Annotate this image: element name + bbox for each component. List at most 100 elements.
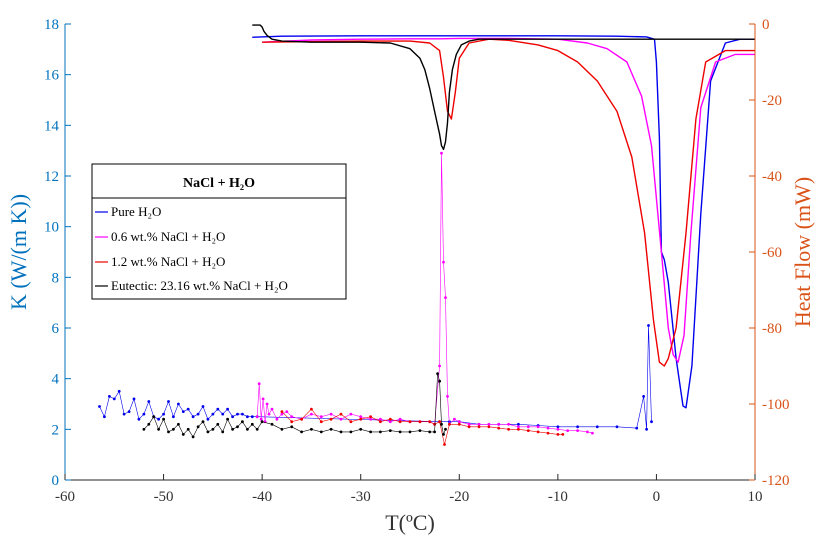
k-point-nacl12 xyxy=(398,420,402,424)
k-point-pure xyxy=(647,324,650,327)
y-right-axis-label: Heat Flow (mW) xyxy=(790,177,815,327)
k-point-nacl06 xyxy=(285,410,289,413)
k-point-eutectic xyxy=(216,422,220,426)
k-point-nacl06 xyxy=(536,425,540,429)
y-right-tick-label: -80 xyxy=(762,321,782,337)
k-point-pure xyxy=(226,407,230,411)
k-point-pure xyxy=(142,412,146,416)
k-point-eutectic xyxy=(436,372,439,375)
k-point-eutectic xyxy=(226,417,230,421)
k-point-nacl06 xyxy=(359,415,363,419)
k-point-nacl06 xyxy=(507,422,510,426)
k-point-nacl06 xyxy=(566,429,570,432)
x-tick-label: -30 xyxy=(351,489,371,505)
k-point-nacl06 xyxy=(319,415,323,419)
k-point-eutectic xyxy=(196,425,200,429)
k-point-pure xyxy=(127,410,131,413)
k-point-eutectic xyxy=(162,417,166,421)
k-point-nacl12 xyxy=(517,427,520,431)
k-point-nacl12 xyxy=(556,433,560,436)
k-series-line-pure xyxy=(99,325,652,430)
k-point-pure xyxy=(206,417,210,421)
heatflow-line-pure xyxy=(252,35,755,409)
k-point-nacl12 xyxy=(408,420,412,424)
k-point-nacl06 xyxy=(457,420,461,424)
k-point-nacl12 xyxy=(369,415,372,419)
k-point-eutectic xyxy=(231,427,235,431)
k-point-eutectic xyxy=(177,422,180,426)
y-left-axis-label: K (W/(m K)) xyxy=(6,194,31,310)
k-point-eutectic xyxy=(270,422,274,426)
plot-data xyxy=(98,24,755,446)
k-point-pure xyxy=(615,425,619,429)
k-point-pure xyxy=(191,415,195,419)
k-point-pure xyxy=(236,412,239,416)
k-point-eutectic xyxy=(236,425,239,429)
x-tick-label: -50 xyxy=(154,489,174,505)
k-point-eutectic xyxy=(349,430,353,434)
k-point-nacl12 xyxy=(546,431,550,435)
k-point-pure xyxy=(595,425,599,429)
k-point-pure xyxy=(576,425,579,429)
k-point-eutectic xyxy=(260,420,264,424)
y-left-tick-label: 12 xyxy=(44,169,59,185)
x-tick-label: -20 xyxy=(449,489,469,505)
k-point-nacl12 xyxy=(457,422,461,426)
k-point-nacl06 xyxy=(310,412,313,416)
k-point-nacl12 xyxy=(349,420,353,424)
k-point-eutectic xyxy=(186,427,190,431)
legend-label-nacl12: 1.2 wt.% NaCl + H₂O xyxy=(111,254,225,269)
k-point-eutectic xyxy=(300,430,303,434)
k-point-eutectic xyxy=(428,430,432,434)
k-point-nacl12 xyxy=(448,422,451,426)
k-point-eutectic xyxy=(379,430,382,434)
k-point-nacl06 xyxy=(442,260,445,264)
y-left-tick-label: 0 xyxy=(52,473,60,489)
k-point-pure xyxy=(201,405,205,408)
k-point-pure xyxy=(117,389,121,393)
k-point-nacl12 xyxy=(526,429,530,432)
k-point-eutectic xyxy=(438,379,441,383)
k-point-nacl06 xyxy=(369,417,372,421)
k-point-nacl06 xyxy=(546,426,550,430)
k-point-eutectic xyxy=(142,427,146,431)
k-point-eutectic xyxy=(388,429,392,432)
k-point-pure xyxy=(98,405,101,408)
k-point-pure xyxy=(231,415,235,419)
k-point-nacl06 xyxy=(586,430,589,434)
heatflow-line-eutectic xyxy=(252,24,755,151)
k-point-nacl12 xyxy=(339,412,343,416)
k-point-nacl06 xyxy=(257,382,261,386)
k-point-nacl12 xyxy=(536,430,540,434)
k-point-pure xyxy=(103,415,106,419)
k-point-eutectic xyxy=(241,420,244,424)
k-point-eutectic xyxy=(181,433,185,436)
k-point-pure xyxy=(645,427,648,431)
k-point-eutectic xyxy=(157,427,161,431)
k-point-eutectic xyxy=(147,422,151,426)
legend-label-pure: Pure H₂O xyxy=(111,204,161,219)
k-point-nacl12 xyxy=(379,420,382,424)
y-left-tick-label: 14 xyxy=(44,118,60,134)
k-point-nacl06 xyxy=(591,431,594,435)
k-point-eutectic xyxy=(167,430,170,434)
k-point-pure xyxy=(108,395,111,398)
k-point-nacl06 xyxy=(556,427,560,431)
k-point-pure xyxy=(216,407,220,411)
y-left-tick-label: 16 xyxy=(44,68,60,84)
k-point-nacl06 xyxy=(280,412,284,416)
k-point-eutectic xyxy=(329,427,333,431)
k-series-line-eutectic xyxy=(143,373,446,438)
y-right-tick-label: -20 xyxy=(762,93,782,109)
k-point-nacl12 xyxy=(329,417,333,421)
k-point-pure xyxy=(122,412,126,416)
k-point-pure xyxy=(172,415,175,419)
k-point-eutectic xyxy=(433,430,436,434)
k-point-nacl12 xyxy=(438,420,441,424)
k-point-nacl06 xyxy=(255,415,259,419)
k-point-nacl06 xyxy=(270,407,274,411)
k-point-nacl06 xyxy=(438,364,441,368)
k-point-eutectic xyxy=(408,430,412,434)
k-point-nacl12 xyxy=(319,420,323,424)
k-point-nacl06 xyxy=(379,417,382,421)
